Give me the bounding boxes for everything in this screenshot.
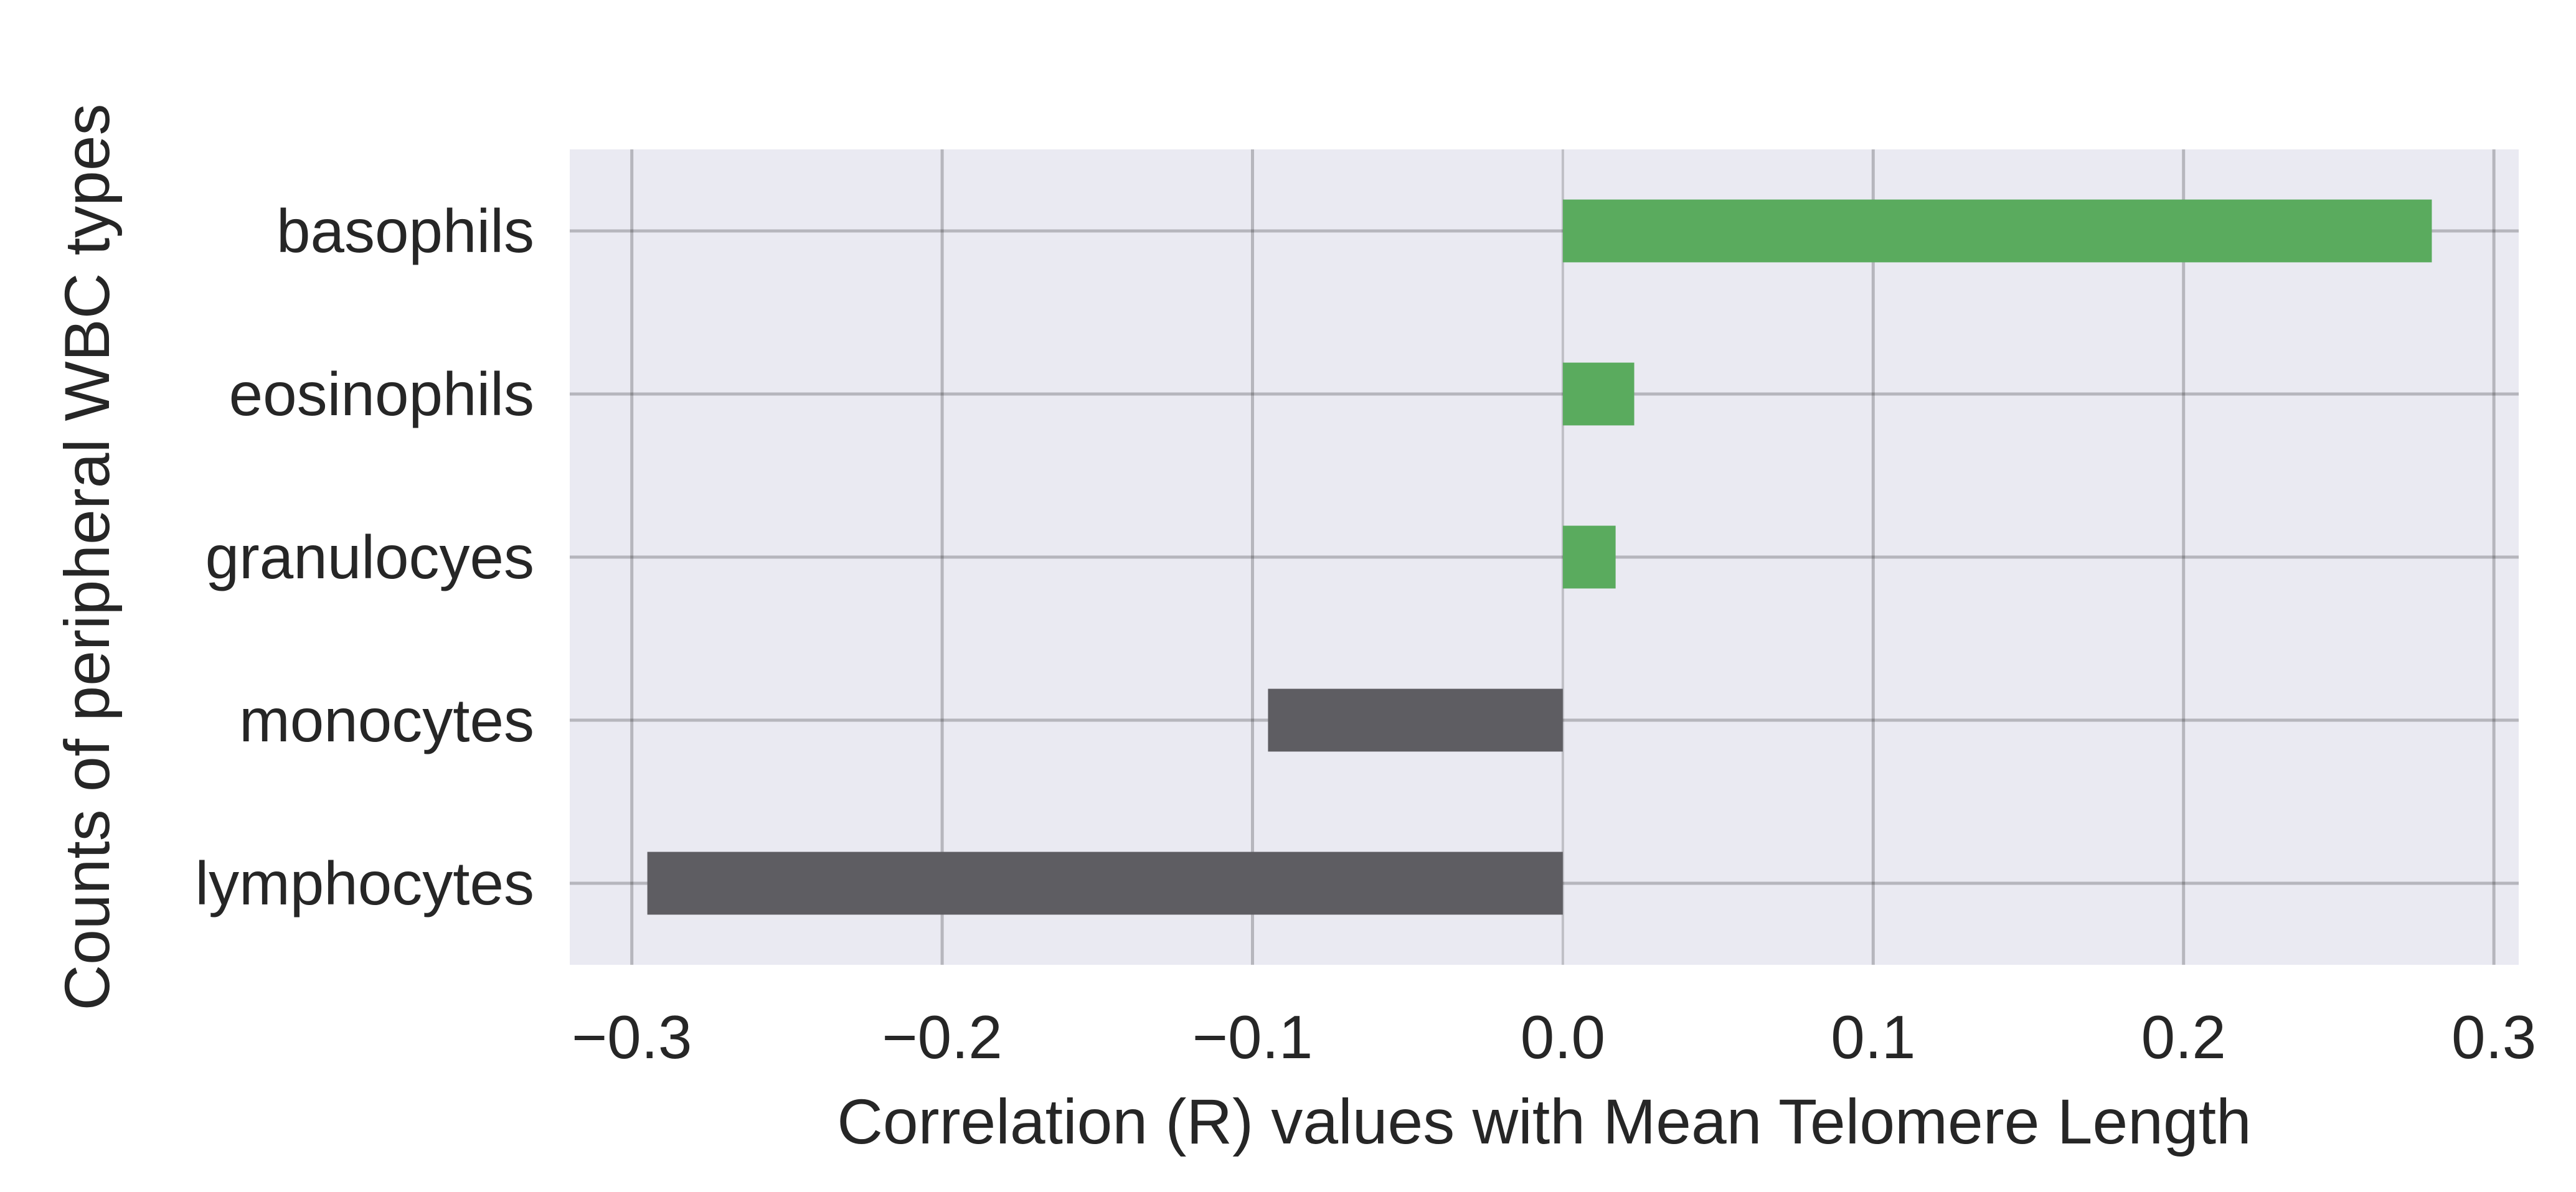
category-label: monocytes xyxy=(239,686,534,754)
x-tick-labels: −0.3 −0.2 −0.1 0.0 0.1 0.2 0.3 xyxy=(572,1003,2536,1071)
category-label: basophils xyxy=(276,197,534,265)
bar-layer xyxy=(647,199,2432,915)
bar-eosinophils xyxy=(1562,362,1635,426)
category-label: granulocyes xyxy=(205,523,534,591)
x-tick-label: 0.3 xyxy=(2451,1003,2536,1071)
x-tick-label: −0.1 xyxy=(1192,1003,1313,1071)
x-tick-label: 0.2 xyxy=(2141,1003,2226,1071)
category-label: lymphocytes xyxy=(195,849,534,917)
y-axis-label: Counts of peripheral WBC types xyxy=(52,104,123,1011)
bar-lymphocytes xyxy=(647,852,1563,915)
x-tick-label: −0.3 xyxy=(572,1003,692,1071)
x-tick-label: 0.1 xyxy=(1831,1003,1915,1071)
plot-area xyxy=(570,149,2519,965)
category-labels: basophils eosinophils granulocyes monocytes… xyxy=(195,197,534,917)
x-tick-label: 0.0 xyxy=(1521,1003,1605,1071)
bar-granulocyes xyxy=(1562,525,1616,589)
x-tick-label: −0.2 xyxy=(882,1003,1002,1071)
bar-monocytes xyxy=(1268,688,1563,752)
bar-basophils xyxy=(1562,199,2432,263)
x-axis-label: Correlation (R) values with Mean Telomer… xyxy=(837,1086,2252,1157)
category-label: eosinophils xyxy=(229,360,534,428)
